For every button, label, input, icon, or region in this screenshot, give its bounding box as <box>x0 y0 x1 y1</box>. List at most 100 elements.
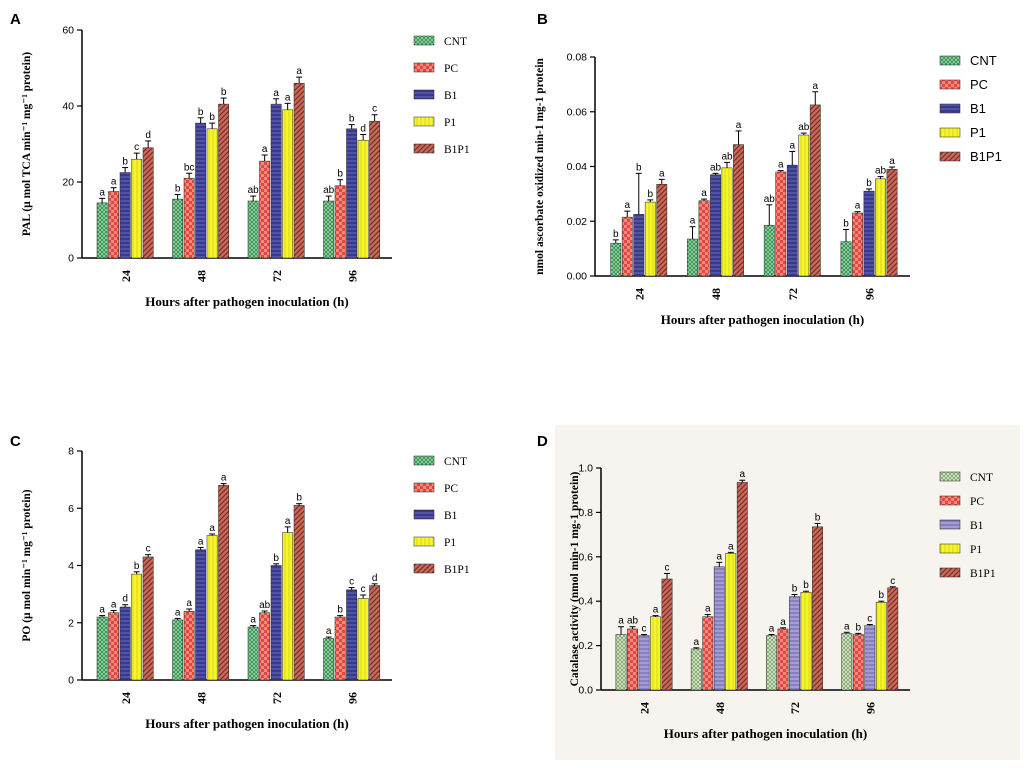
bar-b1p1-96h <box>887 587 899 691</box>
panel-b-ascorbate-chart: 0.000.020.040.060.08babba24aaababa48abaa… <box>534 52 1002 328</box>
bar-b1-48h <box>710 174 721 277</box>
significance-letter: d <box>122 594 128 605</box>
legend-swatch-cnt <box>413 455 435 466</box>
legend-swatch-b1p1 <box>939 567 961 578</box>
legend-label-p1: P1 <box>444 537 456 549</box>
significance-letter: c <box>372 104 377 115</box>
panel-label-a: A <box>10 11 21 28</box>
legend-swatch-pc <box>413 482 435 493</box>
legend-label-b1p1: B1P1 <box>970 149 1002 164</box>
significance-letter: a <box>855 201 861 212</box>
bar-pc-24h <box>621 216 633 277</box>
significance-letter: d <box>145 130 151 141</box>
significance-letter: a <box>690 216 696 227</box>
significance-letter: a <box>285 92 291 103</box>
bar-pc-96h <box>852 634 864 691</box>
significance-letter: b <box>855 622 861 633</box>
bar-cnt-24h <box>615 634 627 691</box>
panel-label-b: B <box>537 11 548 28</box>
bar-b1-96h <box>346 589 358 681</box>
significance-letter: a <box>296 66 302 77</box>
bar-pc-48h <box>702 616 714 691</box>
significance-letter: a <box>273 88 279 99</box>
bar-p1-72h <box>800 592 812 691</box>
significance-letter: a <box>111 177 117 188</box>
bar-cnt-96h <box>323 200 335 259</box>
bar-pc-72h <box>775 171 787 277</box>
significance-letter: a <box>618 616 624 627</box>
bar-b1p1-24h <box>142 147 154 259</box>
legend-label-p1: P1 <box>970 125 986 140</box>
y-tick-label: 40 <box>62 101 74 113</box>
significance-letter: a <box>812 81 818 92</box>
legend-swatch-b1p1 <box>939 151 961 162</box>
legend-label-cnt: CNT <box>970 53 997 68</box>
bar-cnt-48h <box>172 198 184 259</box>
significance-letter: ab <box>627 616 639 627</box>
bar-cnt-48h <box>690 648 702 691</box>
significance-letter: b <box>337 169 343 180</box>
significance-letter: b <box>134 561 140 572</box>
significance-letter: b <box>349 114 355 125</box>
legend-label-b1: B1 <box>444 90 458 102</box>
significance-letter: b <box>337 605 343 616</box>
significance-letter: ab <box>764 194 776 205</box>
significance-letter: a <box>769 624 775 635</box>
x-tick-label: 24 <box>119 270 133 282</box>
bar-p1-48h <box>206 535 218 681</box>
bar-b1p1-72h <box>293 82 305 259</box>
bar-b1p1-96h <box>886 168 898 277</box>
legend-label-pc: PC <box>444 63 458 75</box>
bar-b1-48h <box>713 566 725 691</box>
significance-letter: b <box>613 229 619 240</box>
x-axis-label: Hours after pathogen inoculation (h) <box>145 294 348 309</box>
bar-b1-48h <box>195 549 207 681</box>
significance-letter: a <box>844 621 850 632</box>
significance-letter: b <box>221 87 227 98</box>
bar-b1p1-24h <box>656 184 668 277</box>
legend-swatch-cnt <box>939 55 961 66</box>
significance-letter: a <box>653 605 659 616</box>
bar-b1-72h <box>270 103 282 259</box>
significance-letter: a <box>250 615 256 626</box>
x-tick-label: 96 <box>863 288 877 300</box>
bar-p1-48h <box>721 167 733 277</box>
significance-letter: a <box>186 598 192 609</box>
significance-letter: a <box>209 523 215 534</box>
legend-swatch-pc <box>939 495 961 506</box>
bar-b1p1-24h <box>142 556 154 681</box>
bar-pc-72h <box>259 612 271 681</box>
bar-b1p1-48h <box>733 144 744 277</box>
y-tick-label: 0.4 <box>578 596 593 608</box>
legend-label-b1p1: B1P1 <box>970 568 996 580</box>
y-tick-label: 0.8 <box>578 507 593 519</box>
significance-letter: a <box>705 604 711 615</box>
y-tick-label: 4 <box>68 560 74 572</box>
significance-letter: b <box>843 218 849 229</box>
bar-b1-96h <box>346 128 358 259</box>
y-axis-label: PAL (µ mol TCA min⁻¹ mg⁻¹ protein) <box>21 52 33 236</box>
x-tick-label: 96 <box>345 270 359 282</box>
panel-label-c: C <box>10 433 21 450</box>
bar-b1-24h <box>119 172 131 259</box>
x-tick-label: 72 <box>270 692 284 704</box>
significance-letter: a <box>778 160 784 171</box>
bar-b1-24h <box>633 214 645 277</box>
legend-label-b1p1: B1P1 <box>444 564 470 576</box>
bar-p1-96h <box>357 139 369 259</box>
significance-letter: a <box>99 605 105 616</box>
legend-swatch-p1 <box>413 536 435 547</box>
significance-letter: a <box>701 188 707 199</box>
significance-letter: b <box>792 584 798 595</box>
bar-b1p1-72h <box>809 104 821 277</box>
significance-letter: c <box>349 577 354 588</box>
y-tick-label: 0.04 <box>567 161 588 173</box>
bar-cnt-72h <box>766 635 777 691</box>
significance-letter: ab <box>248 185 260 196</box>
bar-p1-72h <box>282 109 294 259</box>
significance-letter: b <box>866 178 872 189</box>
significance-letter: b <box>815 513 821 524</box>
bar-p1-72h <box>798 134 810 277</box>
bar-p1-96h <box>875 602 887 691</box>
